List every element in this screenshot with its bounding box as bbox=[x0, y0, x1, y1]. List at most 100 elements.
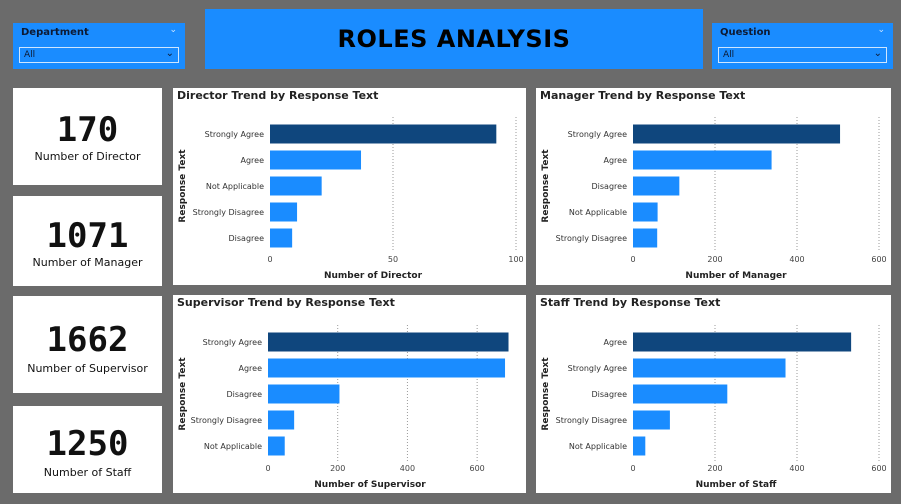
page-title: ROLES ANALYSIS bbox=[337, 25, 571, 53]
category-label: Not Applicable bbox=[206, 182, 264, 191]
chevron-down-icon: ⌄ bbox=[877, 25, 885, 35]
bar bbox=[268, 436, 285, 456]
dropdown-arrow-icon: ⌄ bbox=[165, 48, 174, 59]
bar bbox=[633, 228, 658, 248]
manager-chart-panel: Manager Trend by Response Text 0 200 400 60… bbox=[536, 88, 891, 285]
category-label: Agree bbox=[240, 156, 264, 165]
chart-title: Staff Trend by Response Text bbox=[540, 296, 721, 309]
category-label: Not Applicable bbox=[569, 208, 627, 217]
y-axis-label: Response Text bbox=[178, 357, 188, 431]
manager-chart: 0 200 400 600 Strongly Agree Agree Disagree Not… bbox=[541, 117, 887, 281]
bar bbox=[633, 384, 728, 404]
question-dropdown-value: All bbox=[723, 50, 735, 60]
department-dropdown[interactable]: All ⌄ bbox=[19, 47, 179, 63]
x-tick-label: 600 bbox=[470, 464, 485, 473]
supervisor-count-card: 1662 Number of Supervisor bbox=[13, 296, 162, 393]
category-label: Strongly Disagree bbox=[193, 208, 264, 217]
x-axis-label: Number of Manager bbox=[685, 271, 787, 281]
y-axis-label: Response Text bbox=[541, 149, 551, 223]
department-slicer[interactable]: Department ⌄ All ⌄ bbox=[13, 23, 185, 69]
supervisor-count-value: 1662 bbox=[46, 320, 129, 360]
bar bbox=[268, 384, 340, 404]
category-label: Agree bbox=[603, 156, 627, 165]
category-label: Not Applicable bbox=[569, 442, 627, 451]
x-axis-label: Number of Director bbox=[324, 271, 423, 281]
x-tick-label: 0 bbox=[265, 464, 270, 473]
category-label: Disagree bbox=[592, 182, 628, 191]
category-label: Agree bbox=[603, 338, 627, 347]
category-label: Disagree bbox=[592, 390, 628, 399]
category-label: Strongly Agree bbox=[568, 130, 627, 139]
category-label: Disagree bbox=[229, 234, 265, 243]
department-dropdown-value: All bbox=[24, 50, 36, 60]
x-tick-label: 0 bbox=[630, 255, 635, 264]
x-tick-label: 0 bbox=[630, 464, 635, 473]
staff-count-label: Number of Staff bbox=[43, 466, 132, 479]
supervisor-chart: 0 200 400 600 Strongly Agree Agree Disagree Str… bbox=[178, 325, 509, 490]
category-label: Strongly Agree bbox=[568, 364, 627, 373]
x-tick-label: 50 bbox=[388, 255, 398, 264]
bar bbox=[633, 124, 841, 144]
manager-count-label: Number of Manager bbox=[32, 256, 143, 269]
supervisor-count-label: Number of Supervisor bbox=[27, 362, 148, 375]
bar bbox=[270, 124, 497, 144]
bar bbox=[268, 358, 506, 378]
staff-chart: 0 200 400 600 Agree Strongly Agree Disagree Str… bbox=[541, 325, 887, 490]
x-axis-label: Number of Supervisor bbox=[314, 480, 426, 490]
page-title-banner: ROLES ANALYSIS bbox=[205, 9, 703, 69]
director-count-label: Number of Director bbox=[34, 150, 141, 163]
bar bbox=[270, 150, 362, 170]
bar bbox=[633, 202, 658, 222]
category-label: Strongly Agree bbox=[205, 130, 264, 139]
x-tick-label: 400 bbox=[400, 464, 415, 473]
bar bbox=[270, 202, 298, 222]
staff-chart-panel: Staff Trend by Response Text 0 200 400 600 A… bbox=[536, 295, 891, 493]
bar bbox=[268, 410, 295, 430]
x-tick-label: 400 bbox=[789, 255, 804, 264]
bar bbox=[270, 228, 293, 248]
x-tick-label: 600 bbox=[871, 255, 886, 264]
director-count-value: 170 bbox=[56, 110, 119, 150]
x-tick-label: 200 bbox=[707, 464, 722, 473]
category-label: Disagree bbox=[227, 390, 263, 399]
staff-count-value: 1250 bbox=[46, 424, 129, 464]
category-label: Strongly Disagree bbox=[191, 416, 262, 425]
department-slicer-label: Department bbox=[21, 27, 89, 38]
question-slicer-label: Question bbox=[720, 27, 771, 38]
y-axis-label: Response Text bbox=[541, 357, 551, 431]
supervisor-chart-panel: Supervisor Trend by Response Text 0 200 40… bbox=[173, 295, 526, 493]
category-label: Agree bbox=[238, 364, 262, 373]
x-axis-label: Number of Staff bbox=[696, 480, 778, 490]
x-tick-label: 400 bbox=[789, 464, 804, 473]
question-slicer[interactable]: Question ⌄ All ⌄ bbox=[712, 23, 893, 69]
x-tick-label: 100 bbox=[508, 255, 523, 264]
chart-title: Director Trend by Response Text bbox=[177, 89, 379, 102]
category-label: Strongly Disagree bbox=[556, 234, 627, 243]
dropdown-arrow-icon: ⌄ bbox=[873, 48, 882, 59]
category-label: Not Applicable bbox=[204, 442, 262, 451]
bar bbox=[633, 176, 680, 196]
question-dropdown[interactable]: All ⌄ bbox=[718, 47, 887, 63]
director-chart: 0 50 100 Strongly Agree Agree Not Applicable S… bbox=[178, 117, 524, 281]
bar bbox=[633, 358, 786, 378]
bar bbox=[633, 150, 772, 170]
category-label: Strongly Disagree bbox=[556, 416, 627, 425]
manager-count-card: 1071 Number of Manager bbox=[13, 196, 162, 286]
x-tick-label: 0 bbox=[267, 255, 272, 264]
chevron-down-icon: ⌄ bbox=[169, 25, 177, 35]
x-tick-label: 200 bbox=[707, 255, 722, 264]
director-chart-panel: Director Trend by Response Text 0 50 100 St… bbox=[173, 88, 526, 285]
bar bbox=[633, 332, 852, 352]
bar bbox=[270, 176, 322, 196]
category-label: Strongly Agree bbox=[203, 338, 262, 347]
bar bbox=[633, 436, 646, 456]
y-axis-label: Response Text bbox=[178, 149, 188, 223]
chart-title: Manager Trend by Response Text bbox=[540, 89, 746, 102]
x-tick-label: 600 bbox=[871, 464, 886, 473]
chart-title: Supervisor Trend by Response Text bbox=[177, 296, 395, 309]
staff-count-card: 1250 Number of Staff bbox=[13, 406, 162, 493]
director-count-card: 170 Number of Director bbox=[13, 88, 162, 185]
bar bbox=[633, 410, 670, 430]
x-tick-label: 200 bbox=[330, 464, 345, 473]
manager-count-value: 1071 bbox=[46, 216, 129, 256]
